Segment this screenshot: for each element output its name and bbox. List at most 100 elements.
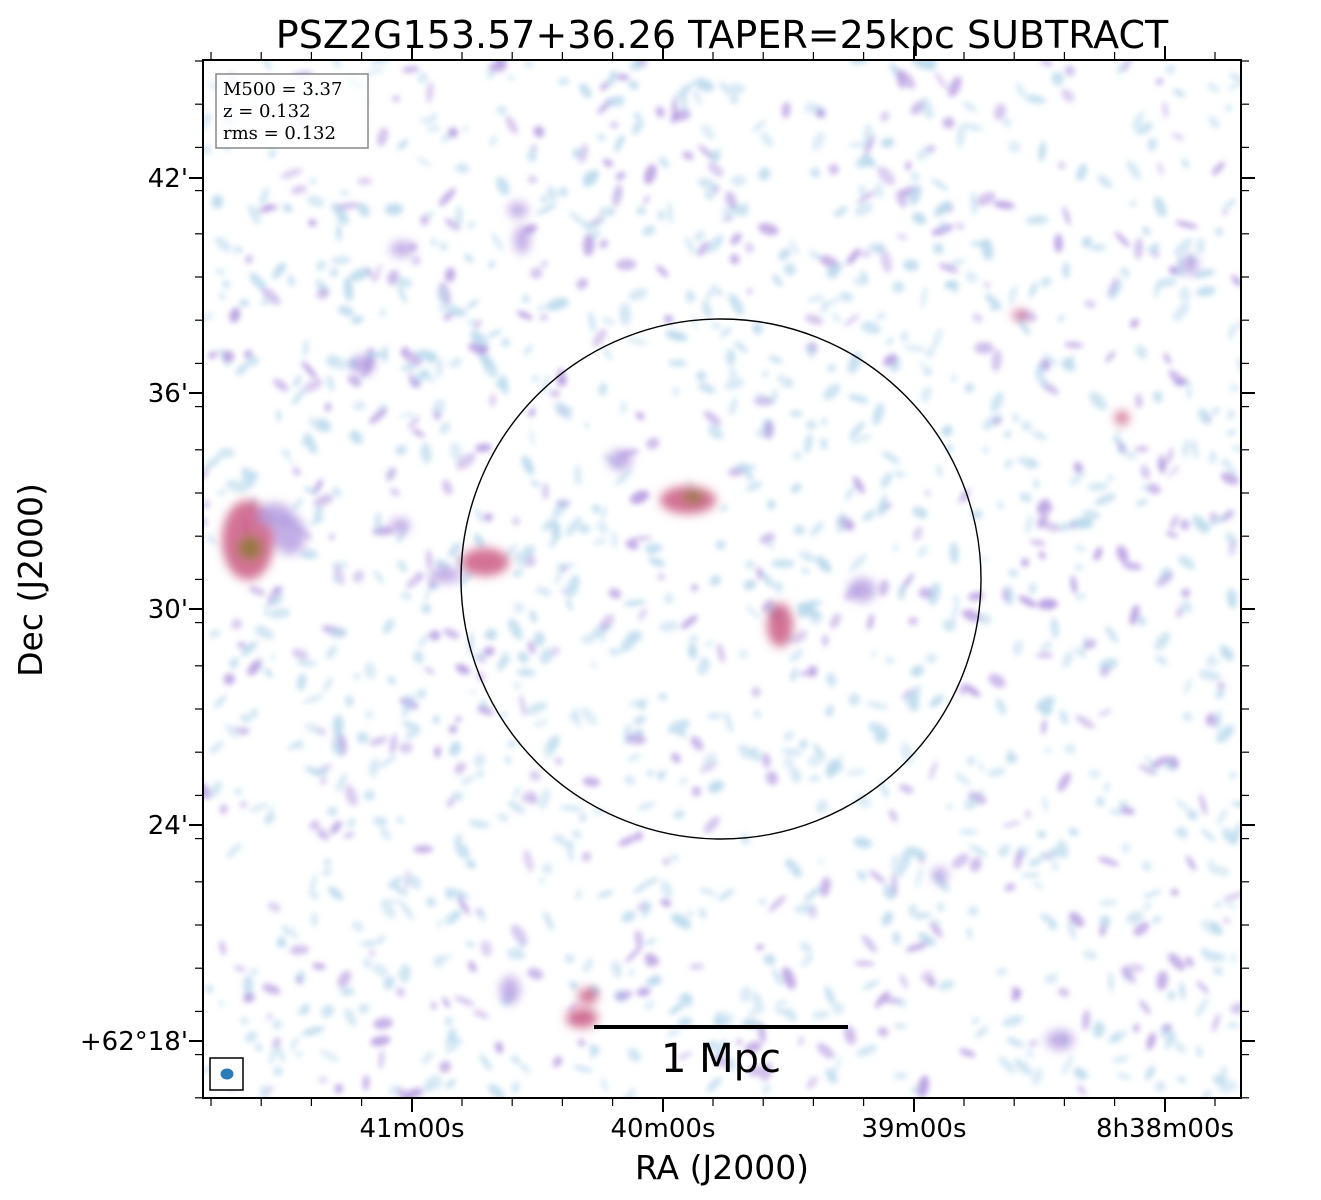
noise-blob	[828, 163, 839, 175]
noise-blob	[1198, 669, 1222, 682]
noise-blob	[1008, 568, 1019, 578]
noise-blob	[825, 705, 834, 717]
noise-blob	[888, 809, 898, 823]
noise-blob	[340, 190, 349, 195]
noise-blob	[982, 413, 1003, 430]
noise-blob	[844, 484, 856, 502]
noise-blob	[729, 295, 744, 316]
noise-blob	[872, 402, 885, 426]
noise-blob	[430, 1074, 443, 1089]
noise-blob	[628, 80, 639, 90]
noise-blob	[272, 586, 283, 594]
noise-blob	[746, 289, 753, 294]
noise-blob	[575, 889, 582, 900]
noise-blob	[398, 964, 411, 983]
noise-blob	[950, 374, 958, 382]
noise-blob	[247, 204, 262, 225]
noise-blob	[235, 363, 249, 376]
noise-blob	[366, 266, 374, 281]
noise-blob	[1130, 318, 1139, 328]
noise-blob	[845, 768, 867, 776]
noise-blob	[625, 337, 649, 345]
noise-blob	[755, 944, 764, 950]
noise-blob	[516, 310, 533, 320]
noise-blob	[513, 602, 525, 613]
noise-blob	[628, 535, 653, 542]
noise-blob	[1154, 632, 1171, 651]
noise-blob	[269, 608, 291, 619]
noise-blob	[1134, 393, 1143, 409]
noise-blob	[730, 174, 747, 187]
noise-blob	[476, 651, 486, 661]
noise-blob	[444, 218, 460, 231]
noise-blob	[362, 958, 373, 969]
noise-blob	[1057, 772, 1071, 792]
noise-blob	[747, 1065, 762, 1077]
noise-blob	[1211, 161, 1225, 176]
noise-blob	[1025, 459, 1038, 469]
noise-blob	[436, 286, 447, 303]
noise-blob	[709, 575, 721, 586]
noise-blob	[636, 987, 651, 997]
y-tick-label: 36'	[148, 379, 188, 409]
noise-blob	[565, 516, 583, 537]
noise-blob	[1072, 646, 1086, 659]
noise-blob	[608, 70, 617, 86]
noise-blob	[384, 203, 404, 216]
noise-blob	[333, 564, 345, 586]
noise-blob	[883, 353, 898, 367]
noise-blob	[558, 78, 570, 85]
noise-blob	[948, 76, 962, 98]
noise-blob	[497, 656, 507, 672]
noise-blob	[352, 400, 366, 411]
noise-blob	[590, 662, 597, 669]
noise-blob	[427, 125, 441, 132]
noise-blob	[920, 970, 934, 982]
noise-blob	[898, 784, 914, 794]
noise-blob	[619, 302, 631, 326]
noise-blob	[721, 216, 734, 222]
noise-blob	[1126, 160, 1142, 180]
noise-blob	[1108, 1031, 1120, 1043]
noise-blob	[853, 476, 865, 494]
noise-blob	[634, 831, 643, 841]
noise-blob	[1152, 915, 1162, 924]
noise-blob	[1130, 200, 1137, 207]
noise-blob	[1227, 409, 1236, 420]
noise-blob	[1180, 600, 1193, 614]
noise-blob	[959, 829, 978, 835]
noise-blob	[1021, 872, 1041, 878]
noise-blob	[1038, 502, 1053, 515]
noise-blob	[368, 736, 388, 746]
noise-blob	[850, 434, 873, 444]
noise-blob	[648, 557, 666, 568]
noise-blob	[689, 963, 705, 970]
noise-blob	[1135, 345, 1148, 359]
noise-blob	[581, 851, 592, 862]
noise-blob	[673, 810, 685, 819]
noise-blob	[559, 840, 576, 848]
noise-blob	[297, 1006, 307, 1015]
noise-blob	[455, 716, 462, 723]
noise-blob	[757, 222, 779, 236]
noise-blob	[533, 719, 548, 728]
noise-blob	[263, 668, 274, 678]
source-blob	[390, 518, 410, 534]
noise-blob	[979, 613, 992, 625]
noise-blob	[518, 1062, 531, 1074]
noise-blob	[1028, 1039, 1038, 1047]
noise-blob	[239, 1017, 250, 1025]
noise-blob	[954, 772, 972, 786]
noise-blob	[995, 698, 1006, 715]
noise-blob	[1042, 352, 1059, 366]
noise-blob	[466, 298, 480, 310]
noise-blob	[244, 349, 253, 359]
noise-blob	[658, 156, 669, 169]
noise-blob	[502, 543, 518, 560]
noise-blob	[1062, 651, 1074, 668]
noise-blob	[554, 757, 563, 765]
noise-blob	[423, 667, 435, 675]
noise-blob	[1074, 545, 1087, 552]
noise-blob	[806, 344, 815, 359]
noise-blob	[452, 791, 464, 801]
